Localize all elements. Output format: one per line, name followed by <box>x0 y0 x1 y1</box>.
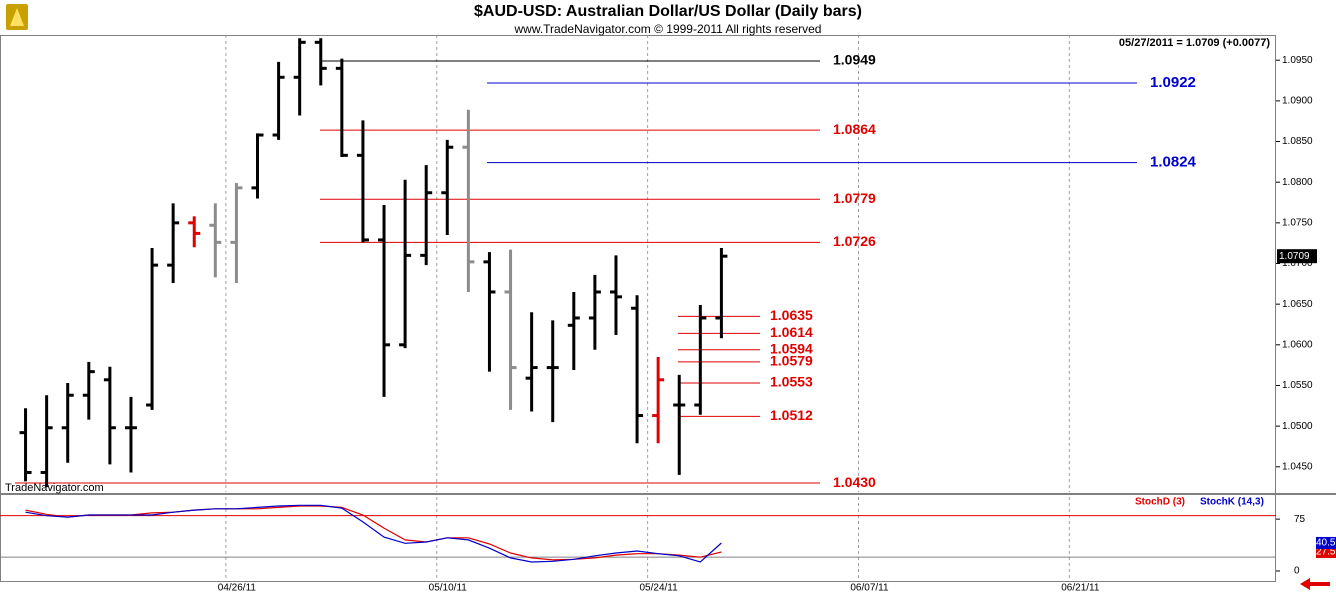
indicator-line <box>25 504 722 563</box>
scroll-arrow[interactable] <box>1300 578 1330 590</box>
y-tick-label: 1.0700 <box>1282 258 1313 269</box>
y-tick-label: 1.0950 <box>1282 55 1313 66</box>
info: 05/27/2011 = 1.0709 (+0.0077) <box>1119 37 1270 49</box>
indicator-line <box>25 505 722 561</box>
level-label: 1.0512 <box>770 407 813 423</box>
chart-title: $AUD-USD: Australian Dollar/US Dollar (D… <box>474 3 862 20</box>
y-tick-label: 0 <box>1294 566 1300 577</box>
level-label: 1.0594 <box>770 340 813 356</box>
x-tick-label: 06/07/11 <box>850 583 889 594</box>
y-tick-label: 1.0750 <box>1282 217 1313 228</box>
last-value-label: 27.51 <box>1316 547 1336 558</box>
y-tick-label: 1.0900 <box>1282 96 1313 107</box>
last-value-label: 40.55 <box>1316 538 1336 549</box>
y-tick-label: 1.0850 <box>1282 136 1313 147</box>
logo <box>6 4 28 30</box>
level-label: 1.0579 <box>770 353 813 369</box>
x-tick-label: 06/21/11 <box>1061 583 1100 594</box>
level-label: 1.0430 <box>833 474 876 490</box>
last-value-box <box>1316 545 1336 558</box>
level-label: 1.0922 <box>1150 74 1196 91</box>
x-tick-label: 04/26/11 <box>218 583 257 594</box>
chart-subtitle: www.TradeNavigator.com © 1999-2011 All r… <box>514 22 822 36</box>
x-tick-label: 05/10/11 <box>429 583 468 594</box>
last-price-label: 1.0709 <box>1279 251 1310 262</box>
plot-frame <box>0 35 1276 582</box>
level-label: 1.0635 <box>770 307 813 323</box>
level-label: 1.0864 <box>833 121 876 137</box>
x-tick-label: 05/24/11 <box>640 583 679 594</box>
logo-shape <box>10 8 24 26</box>
y-tick-label: 1.0800 <box>1282 177 1313 188</box>
level-label: 1.0553 <box>770 374 813 390</box>
last-value-box <box>1316 536 1336 549</box>
watermark: TradeNavigator.com <box>5 482 104 494</box>
level-label: 1.0824 <box>1150 154 1197 171</box>
y-tick-label: 1.0500 <box>1282 421 1313 432</box>
y-tick-label: 1.0600 <box>1282 339 1313 350</box>
y-tick-label: 1.0650 <box>1282 299 1313 310</box>
y-tick-label: 1.0550 <box>1282 380 1313 391</box>
y-tick-label: 75 <box>1294 514 1306 525</box>
legend-entry: StochK (14,3) <box>1200 497 1264 508</box>
legend-entry: StochD (3) <box>1135 497 1185 508</box>
last-price-box <box>1277 249 1317 264</box>
level-label: 1.0779 <box>833 190 876 206</box>
level-label: 1.0949 <box>833 52 876 68</box>
level-label: 1.0726 <box>833 233 876 249</box>
y-tick-label: 1.0450 <box>1282 461 1313 472</box>
level-label: 1.0614 <box>770 324 813 340</box>
